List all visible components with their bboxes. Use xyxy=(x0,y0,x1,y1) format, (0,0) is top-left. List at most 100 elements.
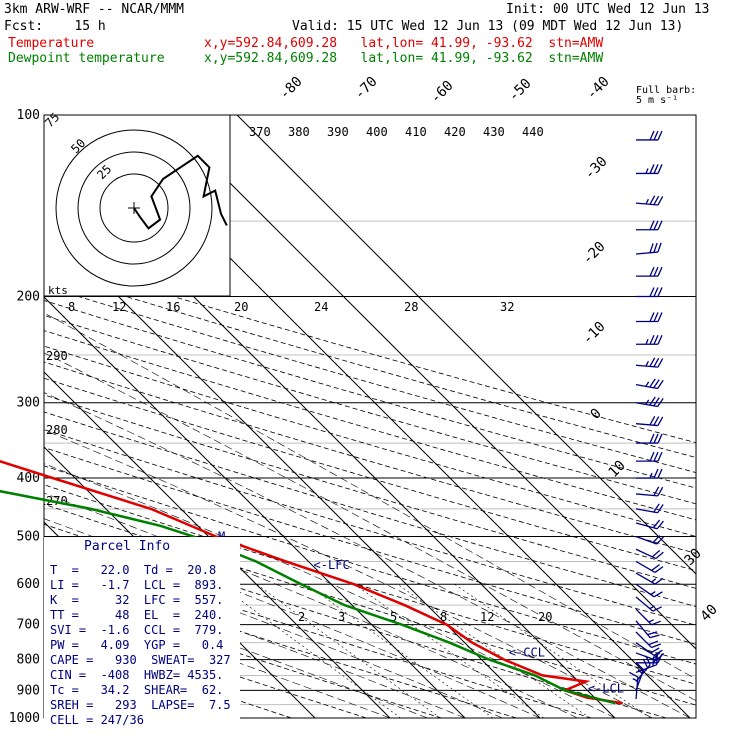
parcel-row: LI = -1.7 LCL = 893. xyxy=(50,578,224,592)
wind-barb xyxy=(635,535,664,545)
wind-barb-half xyxy=(649,472,653,479)
pressure-tick-label: 100 xyxy=(17,108,40,123)
pressure-tick-label: 300 xyxy=(17,396,40,411)
theta-tick-label: 400 xyxy=(366,125,388,139)
wind-barb-flag xyxy=(656,520,664,530)
wind-barb-flag xyxy=(657,433,663,444)
wind-barb xyxy=(636,164,663,175)
wind-barb-flag xyxy=(657,335,663,345)
mixing-ratio-line xyxy=(218,583,401,718)
wind-barb-flag xyxy=(652,656,655,667)
hodograph-trace xyxy=(133,154,228,230)
dewpoint-location: x,y=592.84,609.28 lat,lon= 41.99, -93.62… xyxy=(204,51,604,66)
wind-barb-flag xyxy=(649,357,656,367)
wind-barb-flag xyxy=(649,378,656,388)
wind-barb-flag xyxy=(653,164,659,174)
wind-barb-half xyxy=(650,591,656,596)
wind-barb-flag xyxy=(642,658,649,669)
moist-adiabat-line xyxy=(44,429,653,718)
wind-barb-flag xyxy=(657,451,663,462)
dry-adiabat-line xyxy=(44,411,696,608)
wind-barb xyxy=(635,596,662,612)
wind-barb xyxy=(635,519,664,530)
wind-barb-flag xyxy=(653,379,660,389)
parcel-info-title: Parcel Info xyxy=(84,539,171,554)
wind-barb-flag xyxy=(651,549,661,558)
moist-adiabat-line xyxy=(44,577,428,718)
wind-barb-flag xyxy=(657,130,663,141)
wind-barb-flag xyxy=(653,220,659,231)
wind-barb-flag xyxy=(657,358,664,368)
dry-adiabat-line xyxy=(44,345,696,537)
pressure-tick-label: 400 xyxy=(17,471,40,486)
wind-barb-flag xyxy=(653,486,660,496)
wind-barb-half xyxy=(632,678,638,682)
wind-barb xyxy=(635,195,664,206)
parcel-row: Tc = 34.2 SHEAR= 62. xyxy=(50,683,224,697)
wind-barb-flag xyxy=(649,415,656,426)
wind-barb xyxy=(635,560,664,574)
barb-legend: Full barb: 5 m s⁻¹ xyxy=(636,86,696,106)
model-title: 3km ARW-WRF -- NCAR/MMM xyxy=(4,2,185,17)
wind-barb-flag xyxy=(657,486,664,497)
mixing-ratio-line xyxy=(306,583,494,718)
level-marker-label: M xyxy=(218,529,225,543)
mixing-ratio-tick-label: 32 xyxy=(500,300,514,314)
wind-barb-flag xyxy=(649,220,655,231)
wind-barb-flag xyxy=(653,416,660,426)
wind-barb-flag xyxy=(657,312,663,322)
wind-barb-flag xyxy=(654,577,664,585)
wind-barb-flag xyxy=(651,564,660,571)
parcel-row: T = 22.0 Td = 20.8 xyxy=(50,563,217,577)
wind-barb-flag xyxy=(649,335,655,345)
plot-border xyxy=(43,114,697,719)
wind-barb-flag xyxy=(649,312,655,322)
wind-barb-flag xyxy=(657,416,664,426)
pressure-tick-label: 900 xyxy=(17,683,40,698)
wind-barb xyxy=(636,468,663,479)
wind-barb xyxy=(635,583,663,598)
mixing-ratio-tick-label: 8 xyxy=(68,300,75,314)
dry-adiabat-line xyxy=(44,300,696,489)
theta-tick-label: 390 xyxy=(327,125,349,139)
isotherm-tick-label: 10 xyxy=(606,458,629,481)
mixing-ratio-tick-label: 3 xyxy=(338,610,345,624)
isotherm-tick-label: -60 xyxy=(428,78,457,107)
wind-barb-half xyxy=(645,381,650,387)
wind-barb-flag xyxy=(651,620,661,626)
wind-barb xyxy=(636,220,663,231)
wind-barb-flag xyxy=(657,397,664,407)
isotherm-line xyxy=(161,115,696,650)
wind-barb-half xyxy=(645,168,649,174)
mixing-ratio-tick-label: 20 xyxy=(234,300,248,314)
dewpoint-profile xyxy=(0,489,616,705)
temperature-profile xyxy=(0,460,623,705)
wind-barb-half xyxy=(645,399,650,405)
isotherm-tick-label: -50 xyxy=(506,76,535,105)
wind-barb-flag xyxy=(656,536,664,545)
wind-barb-flag xyxy=(653,266,659,277)
barb-legend-line: Full barb: xyxy=(636,85,697,96)
barb-legend-line: 5 m s⁻¹ xyxy=(636,95,679,106)
isotherm-tick-label: -80 xyxy=(277,74,306,103)
parcel-info-box: Parcel Info T = 22.0 Td = 20.8 LI = -1.7… xyxy=(44,537,240,727)
wind-barb-half xyxy=(651,578,657,583)
wind-barb xyxy=(635,396,664,408)
wind-barb-flag xyxy=(650,647,660,654)
parcel-row: K = 32 LFC = 557. xyxy=(50,593,224,607)
mixing-ratio-tick-label: 16 xyxy=(166,300,180,314)
wind-barb xyxy=(636,335,663,345)
moist-adiabat-line xyxy=(44,352,696,702)
wind-barb xyxy=(635,486,664,497)
level-marker-label: <-LFC xyxy=(314,558,350,572)
temperature-location: x,y=592.84,609.28 lat,lon= 41.99, -93.62… xyxy=(204,36,604,51)
theta-tick-label: 280 xyxy=(46,423,68,437)
wind-barb-half xyxy=(637,669,643,674)
wind-barb-flag xyxy=(653,130,659,141)
wind-barb-flag xyxy=(653,195,660,205)
hodograph-ring xyxy=(99,173,169,243)
wind-barb-flag xyxy=(635,662,644,671)
wind-barb-half xyxy=(645,339,649,345)
